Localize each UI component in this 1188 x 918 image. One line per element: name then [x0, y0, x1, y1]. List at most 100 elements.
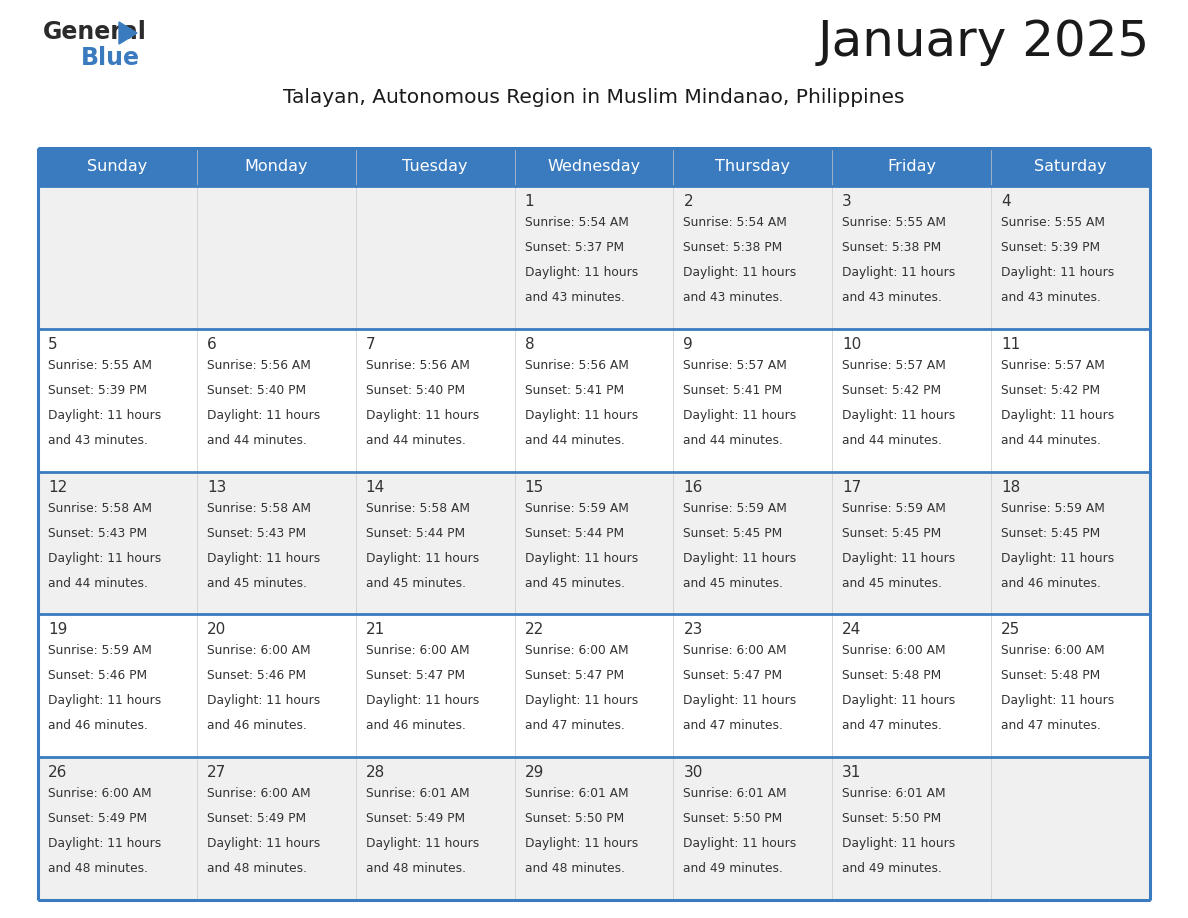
Text: and 47 minutes.: and 47 minutes.	[1001, 720, 1101, 733]
Text: Daylight: 11 hours: Daylight: 11 hours	[683, 837, 797, 850]
Text: and 46 minutes.: and 46 minutes.	[207, 720, 307, 733]
Text: Friday: Friday	[887, 160, 936, 174]
Text: 9: 9	[683, 337, 693, 352]
Text: 29: 29	[525, 766, 544, 780]
Text: Sunset: 5:42 PM: Sunset: 5:42 PM	[842, 384, 941, 397]
Text: Daylight: 11 hours: Daylight: 11 hours	[1001, 552, 1114, 565]
Text: Sunset: 5:39 PM: Sunset: 5:39 PM	[1001, 241, 1100, 254]
Text: Sunrise: 5:59 AM: Sunrise: 5:59 AM	[48, 644, 152, 657]
Bar	[38, 472, 1150, 614]
Text: Sunset: 5:40 PM: Sunset: 5:40 PM	[366, 384, 465, 397]
Text: Sunrise: 5:58 AM: Sunrise: 5:58 AM	[366, 501, 469, 515]
Text: Sunrise: 5:57 AM: Sunrise: 5:57 AM	[1001, 359, 1105, 372]
Text: and 45 minutes.: and 45 minutes.	[366, 577, 466, 589]
Text: Sunrise: 5:59 AM: Sunrise: 5:59 AM	[1001, 501, 1105, 515]
Bar	[38, 757, 1150, 900]
Text: 11: 11	[1001, 337, 1020, 352]
Text: 25: 25	[1001, 622, 1020, 637]
Text: Daylight: 11 hours: Daylight: 11 hours	[1001, 409, 1114, 421]
Text: Sunset: 5:49 PM: Sunset: 5:49 PM	[366, 812, 465, 825]
Text: 20: 20	[207, 622, 226, 637]
Text: Daylight: 11 hours: Daylight: 11 hours	[207, 409, 320, 421]
Bar	[38, 614, 1150, 757]
Text: Daylight: 11 hours: Daylight: 11 hours	[48, 694, 162, 708]
Text: Daylight: 11 hours: Daylight: 11 hours	[525, 694, 638, 708]
Text: Sunrise: 6:01 AM: Sunrise: 6:01 AM	[842, 788, 946, 800]
Text: 18: 18	[1001, 479, 1020, 495]
Text: Sunday: Sunday	[87, 160, 147, 174]
Text: and 44 minutes.: and 44 minutes.	[525, 434, 625, 447]
Text: and 44 minutes.: and 44 minutes.	[366, 434, 466, 447]
Text: Sunset: 5:38 PM: Sunset: 5:38 PM	[842, 241, 942, 254]
Text: and 44 minutes.: and 44 minutes.	[842, 434, 942, 447]
Text: Daylight: 11 hours: Daylight: 11 hours	[683, 694, 797, 708]
Text: 2: 2	[683, 194, 693, 209]
Text: Tuesday: Tuesday	[403, 160, 468, 174]
Text: and 45 minutes.: and 45 minutes.	[683, 577, 783, 589]
Text: Sunset: 5:42 PM: Sunset: 5:42 PM	[1001, 384, 1100, 397]
Text: Sunset: 5:46 PM: Sunset: 5:46 PM	[48, 669, 147, 682]
Text: and 47 minutes.: and 47 minutes.	[525, 720, 625, 733]
Text: Sunrise: 5:58 AM: Sunrise: 5:58 AM	[48, 501, 152, 515]
Text: Sunrise: 5:56 AM: Sunrise: 5:56 AM	[525, 359, 628, 372]
Text: Sunrise: 6:00 AM: Sunrise: 6:00 AM	[48, 788, 152, 800]
Text: 12: 12	[48, 479, 68, 495]
Text: and 46 minutes.: and 46 minutes.	[1001, 577, 1101, 589]
Text: 28: 28	[366, 766, 385, 780]
Text: 24: 24	[842, 622, 861, 637]
Text: Sunrise: 5:59 AM: Sunrise: 5:59 AM	[683, 501, 788, 515]
Text: Daylight: 11 hours: Daylight: 11 hours	[48, 409, 162, 421]
Text: Sunset: 5:37 PM: Sunset: 5:37 PM	[525, 241, 624, 254]
Text: and 48 minutes.: and 48 minutes.	[366, 862, 466, 875]
Text: 7: 7	[366, 337, 375, 352]
Text: Sunset: 5:47 PM: Sunset: 5:47 PM	[683, 669, 783, 682]
Text: Sunset: 5:43 PM: Sunset: 5:43 PM	[207, 527, 307, 540]
Text: Sunset: 5:49 PM: Sunset: 5:49 PM	[207, 812, 307, 825]
Text: Sunset: 5:50 PM: Sunset: 5:50 PM	[842, 812, 942, 825]
Text: Sunset: 5:50 PM: Sunset: 5:50 PM	[525, 812, 624, 825]
Text: 31: 31	[842, 766, 861, 780]
Text: Thursday: Thursday	[715, 160, 790, 174]
Text: Daylight: 11 hours: Daylight: 11 hours	[683, 266, 797, 279]
Text: and 44 minutes.: and 44 minutes.	[207, 434, 307, 447]
Text: 16: 16	[683, 479, 703, 495]
Text: Sunset: 5:48 PM: Sunset: 5:48 PM	[1001, 669, 1100, 682]
Text: Sunrise: 6:00 AM: Sunrise: 6:00 AM	[207, 788, 310, 800]
Text: 3: 3	[842, 194, 852, 209]
Text: 10: 10	[842, 337, 861, 352]
Text: Sunrise: 5:54 AM: Sunrise: 5:54 AM	[525, 216, 628, 229]
Text: Sunset: 5:50 PM: Sunset: 5:50 PM	[683, 812, 783, 825]
Text: 8: 8	[525, 337, 535, 352]
Text: Daylight: 11 hours: Daylight: 11 hours	[842, 266, 955, 279]
Text: and 44 minutes.: and 44 minutes.	[48, 577, 147, 589]
Text: Sunrise: 6:00 AM: Sunrise: 6:00 AM	[207, 644, 310, 657]
Text: 21: 21	[366, 622, 385, 637]
Text: and 45 minutes.: and 45 minutes.	[525, 577, 625, 589]
Text: Sunset: 5:44 PM: Sunset: 5:44 PM	[366, 527, 465, 540]
Text: and 47 minutes.: and 47 minutes.	[842, 720, 942, 733]
Text: Daylight: 11 hours: Daylight: 11 hours	[842, 694, 955, 708]
Text: and 49 minutes.: and 49 minutes.	[683, 862, 783, 875]
Bar	[38, 148, 1150, 186]
Text: Daylight: 11 hours: Daylight: 11 hours	[48, 837, 162, 850]
Text: Daylight: 11 hours: Daylight: 11 hours	[207, 694, 320, 708]
Text: Sunset: 5:41 PM: Sunset: 5:41 PM	[683, 384, 783, 397]
Text: Sunset: 5:38 PM: Sunset: 5:38 PM	[683, 241, 783, 254]
Text: 26: 26	[48, 766, 68, 780]
Text: 23: 23	[683, 622, 703, 637]
Text: 22: 22	[525, 622, 544, 637]
Text: 6: 6	[207, 337, 216, 352]
Text: Sunrise: 5:58 AM: Sunrise: 5:58 AM	[207, 501, 311, 515]
Text: Daylight: 11 hours: Daylight: 11 hours	[366, 409, 479, 421]
Text: 1: 1	[525, 194, 535, 209]
Text: Daylight: 11 hours: Daylight: 11 hours	[207, 837, 320, 850]
Text: Sunrise: 6:00 AM: Sunrise: 6:00 AM	[525, 644, 628, 657]
Text: Daylight: 11 hours: Daylight: 11 hours	[525, 837, 638, 850]
Text: and 47 minutes.: and 47 minutes.	[683, 720, 783, 733]
Text: Daylight: 11 hours: Daylight: 11 hours	[842, 552, 955, 565]
Text: Sunset: 5:47 PM: Sunset: 5:47 PM	[525, 669, 624, 682]
Text: Daylight: 11 hours: Daylight: 11 hours	[366, 694, 479, 708]
Text: Daylight: 11 hours: Daylight: 11 hours	[842, 409, 955, 421]
Text: 19: 19	[48, 622, 68, 637]
Text: 17: 17	[842, 479, 861, 495]
